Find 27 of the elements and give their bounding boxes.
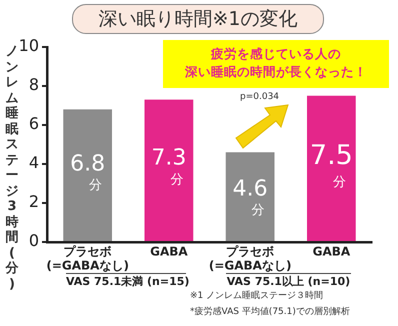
bar — [144, 100, 194, 241]
x-tick-label: プラセボ (=GABAなし) — [208, 244, 292, 273]
annotation: 深い睡眠の時間が長くなった！ — [184, 64, 368, 79]
x-tick-label: GABA — [150, 244, 188, 258]
annotation: p=0.034 — [240, 92, 280, 103]
data-label: 4.6 分 — [232, 176, 268, 218]
text: *疲労感VAS 平均値(75.1)での層別解析 — [190, 307, 350, 318]
data-label: 7.5 分 — [310, 140, 353, 190]
data-label: 6.8 分 — [70, 151, 106, 193]
bar — [226, 152, 274, 241]
text: ノンレム睡眠ステージ3時間(分) — [6, 44, 18, 292]
y-tick-label: 4 — [28, 153, 39, 172]
y-tick-label: 0 — [28, 231, 39, 250]
annotation: 疲労を感じている人の — [210, 46, 342, 61]
y-tick-label: 6 — [28, 114, 39, 134]
data-label: 7.3 分 — [151, 146, 186, 188]
text: VAS 75.1以上 (n=10) — [226, 273, 351, 288]
text: VAS 75.1未満 (n=15) — [66, 274, 190, 288]
bar — [63, 109, 112, 241]
x-tick-label: GABA — [312, 244, 351, 258]
text: ※1 ノンレム睡眠ステージ３時間 — [190, 291, 324, 302]
x-tick-label: プラセボ (=GABAなし) — [46, 244, 129, 273]
bar — [307, 96, 356, 241]
y-tick-label: 8 — [28, 75, 39, 94]
y-tick-label: 2 — [28, 192, 39, 212]
chart-title: 深い眠り時間※1の変化 — [72, 4, 324, 34]
y-tick-label: 10 — [18, 36, 39, 56]
